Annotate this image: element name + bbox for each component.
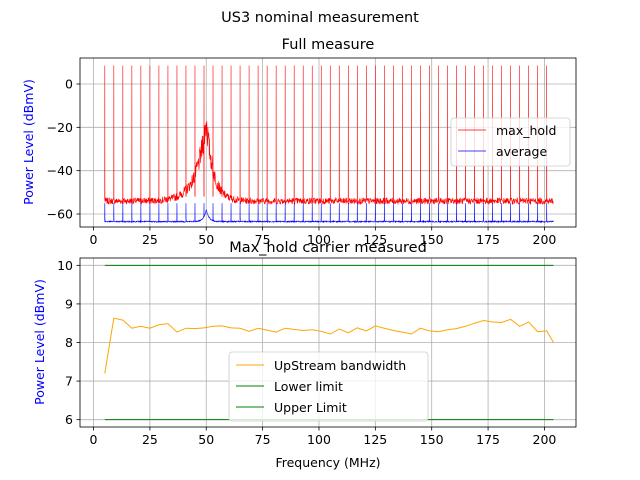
top-xtick-label: 100	[307, 232, 331, 247]
bottom-ytick-label: 10	[57, 258, 73, 273]
top-ytick-label: −60	[47, 207, 73, 222]
top-ytick-label: −40	[47, 163, 73, 178]
top-xtick-label: 0	[90, 232, 98, 247]
bottom-ytick-label: 9	[65, 296, 73, 311]
bottom-xtick-label: 100	[307, 432, 331, 447]
top-xtick-label: 150	[420, 232, 444, 247]
top-ytick-label: 0	[65, 77, 73, 92]
legend-label-max-hold: max_hold	[496, 123, 556, 138]
top-xtick-label: 25	[142, 232, 158, 247]
bottom-ytick-label: 8	[65, 335, 73, 350]
top-ylabel: Power Level (dBmV)	[21, 79, 36, 205]
top-title: Full measure	[282, 37, 375, 53]
top-xtick-label: 200	[533, 232, 557, 247]
bottom-y-axis: 6 7 8 9 10	[57, 258, 80, 427]
top-ytick-label: −20	[47, 120, 73, 135]
bottom-panel: 0 25 50 75 100 125 150 175 200 6 7 8 9 10 Max_hold c…	[32, 240, 577, 470]
top-xtick-label: 175	[476, 232, 500, 247]
bottom-xtick-label: 150	[420, 432, 444, 447]
figure-suptitle: US3 nominal measurement	[221, 10, 419, 26]
top-x-axis: 0 25 50 75 100 125 150 175 200	[90, 227, 557, 247]
bottom-title: Max_hold carrier measured	[229, 240, 427, 256]
bottom-xtick-label: 0	[90, 432, 98, 447]
series-upstream-bandwidth	[104, 317, 554, 374]
bottom-xtick-label: 50	[198, 432, 214, 447]
top-axes-frame	[79, 57, 577, 228]
bottom-xtick-label: 25	[142, 432, 158, 447]
top-panel: Full measure 0 25 50 75 100 125 150 175 200 −60−…	[21, 37, 577, 247]
top-xtick-label: 75	[255, 232, 271, 247]
bottom-xlabel: Frequency (MHz)	[275, 455, 380, 470]
top-y-axis: −60 −40 −20 0	[47, 77, 80, 222]
series-max-hold	[104, 65, 554, 206]
top-xtick-label: 125	[363, 232, 387, 247]
bottom-xtick-label: 200	[533, 432, 557, 447]
bottom-xtick-label: 175	[476, 432, 500, 447]
bottom-ytick-label: 6	[65, 412, 73, 427]
top-legend: max_hold average	[450, 117, 571, 167]
legend-label-lower-limit: Lower limit	[274, 379, 343, 394]
series-average	[104, 203, 554, 224]
legend-label-upper-limit: Upper Limit	[274, 400, 347, 415]
top-plot-area	[104, 65, 554, 224]
legend-label-average: average	[496, 144, 547, 159]
bottom-ylabel: Power Level (dBmV)	[32, 279, 47, 405]
bottom-xtick-label: 125	[363, 432, 387, 447]
bottom-x-axis: 0 25 50 75 100 125 150 175 200	[90, 427, 557, 447]
bottom-ytick-label: 7	[65, 374, 73, 389]
top-xtick-label: 50	[198, 232, 214, 247]
bottom-xtick-label: 75	[255, 432, 271, 447]
legend-label-upstream: UpStream bandwidth	[274, 358, 406, 373]
bottom-legend: UpStream bandwidth Lower limit Upper Lim…	[228, 351, 429, 422]
